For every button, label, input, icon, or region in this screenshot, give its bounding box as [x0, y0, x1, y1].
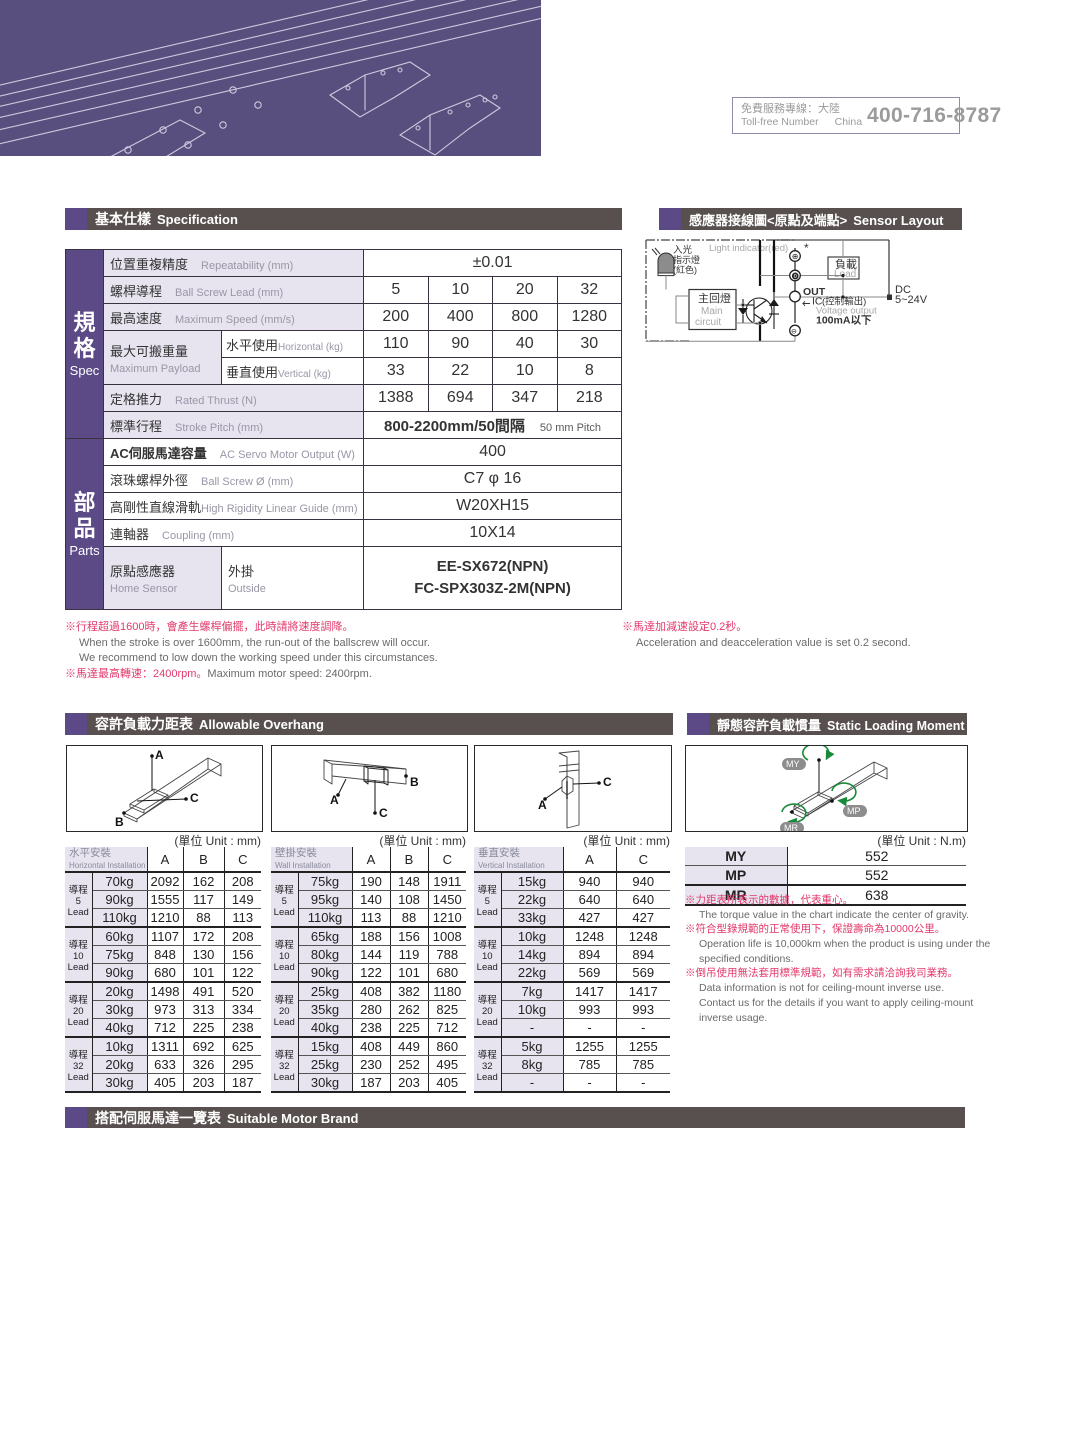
svg-text:A: A: [538, 798, 547, 812]
svg-text:MY: MY: [786, 759, 800, 769]
svg-text:⓿: ⓿: [792, 273, 799, 281]
svg-text:⊖: ⊖: [791, 329, 797, 336]
svg-text:A: A: [155, 748, 164, 762]
svg-text:Light indicator(red): Light indicator(red): [709, 243, 788, 254]
svg-text:C: C: [190, 791, 199, 805]
svg-text:⊕: ⊕: [792, 252, 799, 261]
svg-text:(紅色): (紅色): [673, 264, 697, 275]
svg-text:MP: MP: [847, 806, 861, 816]
svg-text:C: C: [379, 806, 388, 820]
svg-text:5~24V: 5~24V: [895, 294, 928, 306]
svg-text:A: A: [330, 793, 339, 807]
svg-text:C: C: [603, 775, 612, 789]
svg-text:*: *: [804, 241, 809, 255]
svg-text:主回燈: 主回燈: [698, 291, 731, 305]
svg-text:Load: Load: [834, 269, 856, 280]
svg-text:指示燈: 指示燈: [673, 254, 700, 265]
svg-text:100mA以下: 100mA以下: [816, 315, 872, 327]
svg-text:circuit: circuit: [695, 317, 721, 328]
svg-text:B: B: [115, 815, 124, 829]
svg-text:MR: MR: [784, 823, 798, 831]
svg-text:B: B: [410, 775, 419, 789]
svg-text:Main: Main: [701, 306, 723, 317]
